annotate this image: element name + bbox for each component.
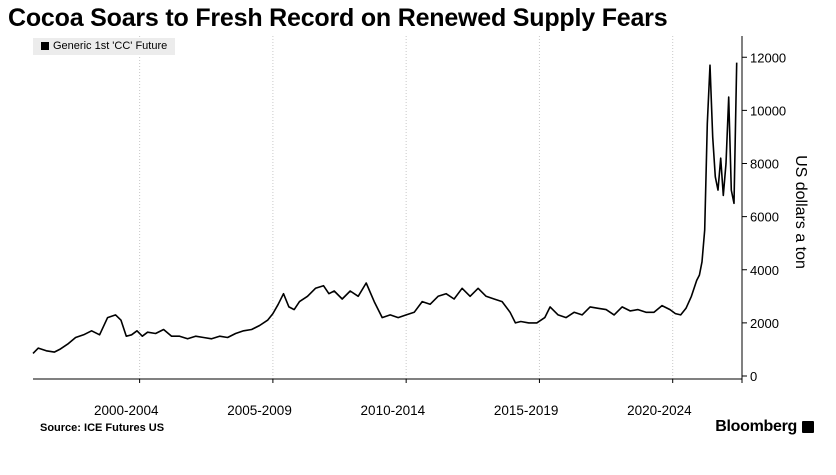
x-tick-label-0: 2000-2004 — [94, 403, 159, 418]
x-tick-label-2: 2010-2014 — [361, 403, 426, 418]
legend: Generic 1st 'CC' Future — [33, 38, 176, 55]
source-note: Source: ICE Futures US — [40, 422, 165, 434]
series-line-0 — [32, 62, 738, 354]
series-layer — [32, 62, 738, 354]
y-tick-label-6: 12000 — [750, 50, 786, 65]
y-tick-label-5: 10000 — [750, 103, 786, 118]
y-tick-label-1: 2000 — [750, 316, 779, 331]
x-tick-label-3: 2015-2019 — [494, 403, 559, 418]
x-tick-label-1: 2005-2009 — [227, 403, 292, 418]
axes — [33, 36, 743, 383]
gridlines — [139, 36, 674, 383]
y-tick-label-3: 6000 — [750, 210, 779, 225]
x-tick-label-4: 2020-2024 — [627, 403, 692, 418]
brand-text: Bloomberg — [715, 418, 797, 435]
terminal-icon — [802, 421, 814, 433]
y-axis-label: US dollars a ton — [792, 155, 809, 269]
ticks: 0 2000 4000 6000 8000 10000 12000 2000-2004 2005… — [94, 50, 786, 418]
legend-label: Generic 1st 'CC' Future — [53, 40, 168, 52]
legend-swatch — [41, 42, 49, 50]
chart-title: Cocoa Soars to Fresh Record on Renewed S… — [8, 4, 668, 32]
bloomberg-logo: Bloomberg — [715, 418, 814, 436]
y-tick-label-2: 4000 — [750, 263, 779, 278]
y-tick-label-0: 0 — [750, 369, 757, 384]
y-tick-label-4: 8000 — [750, 157, 779, 172]
